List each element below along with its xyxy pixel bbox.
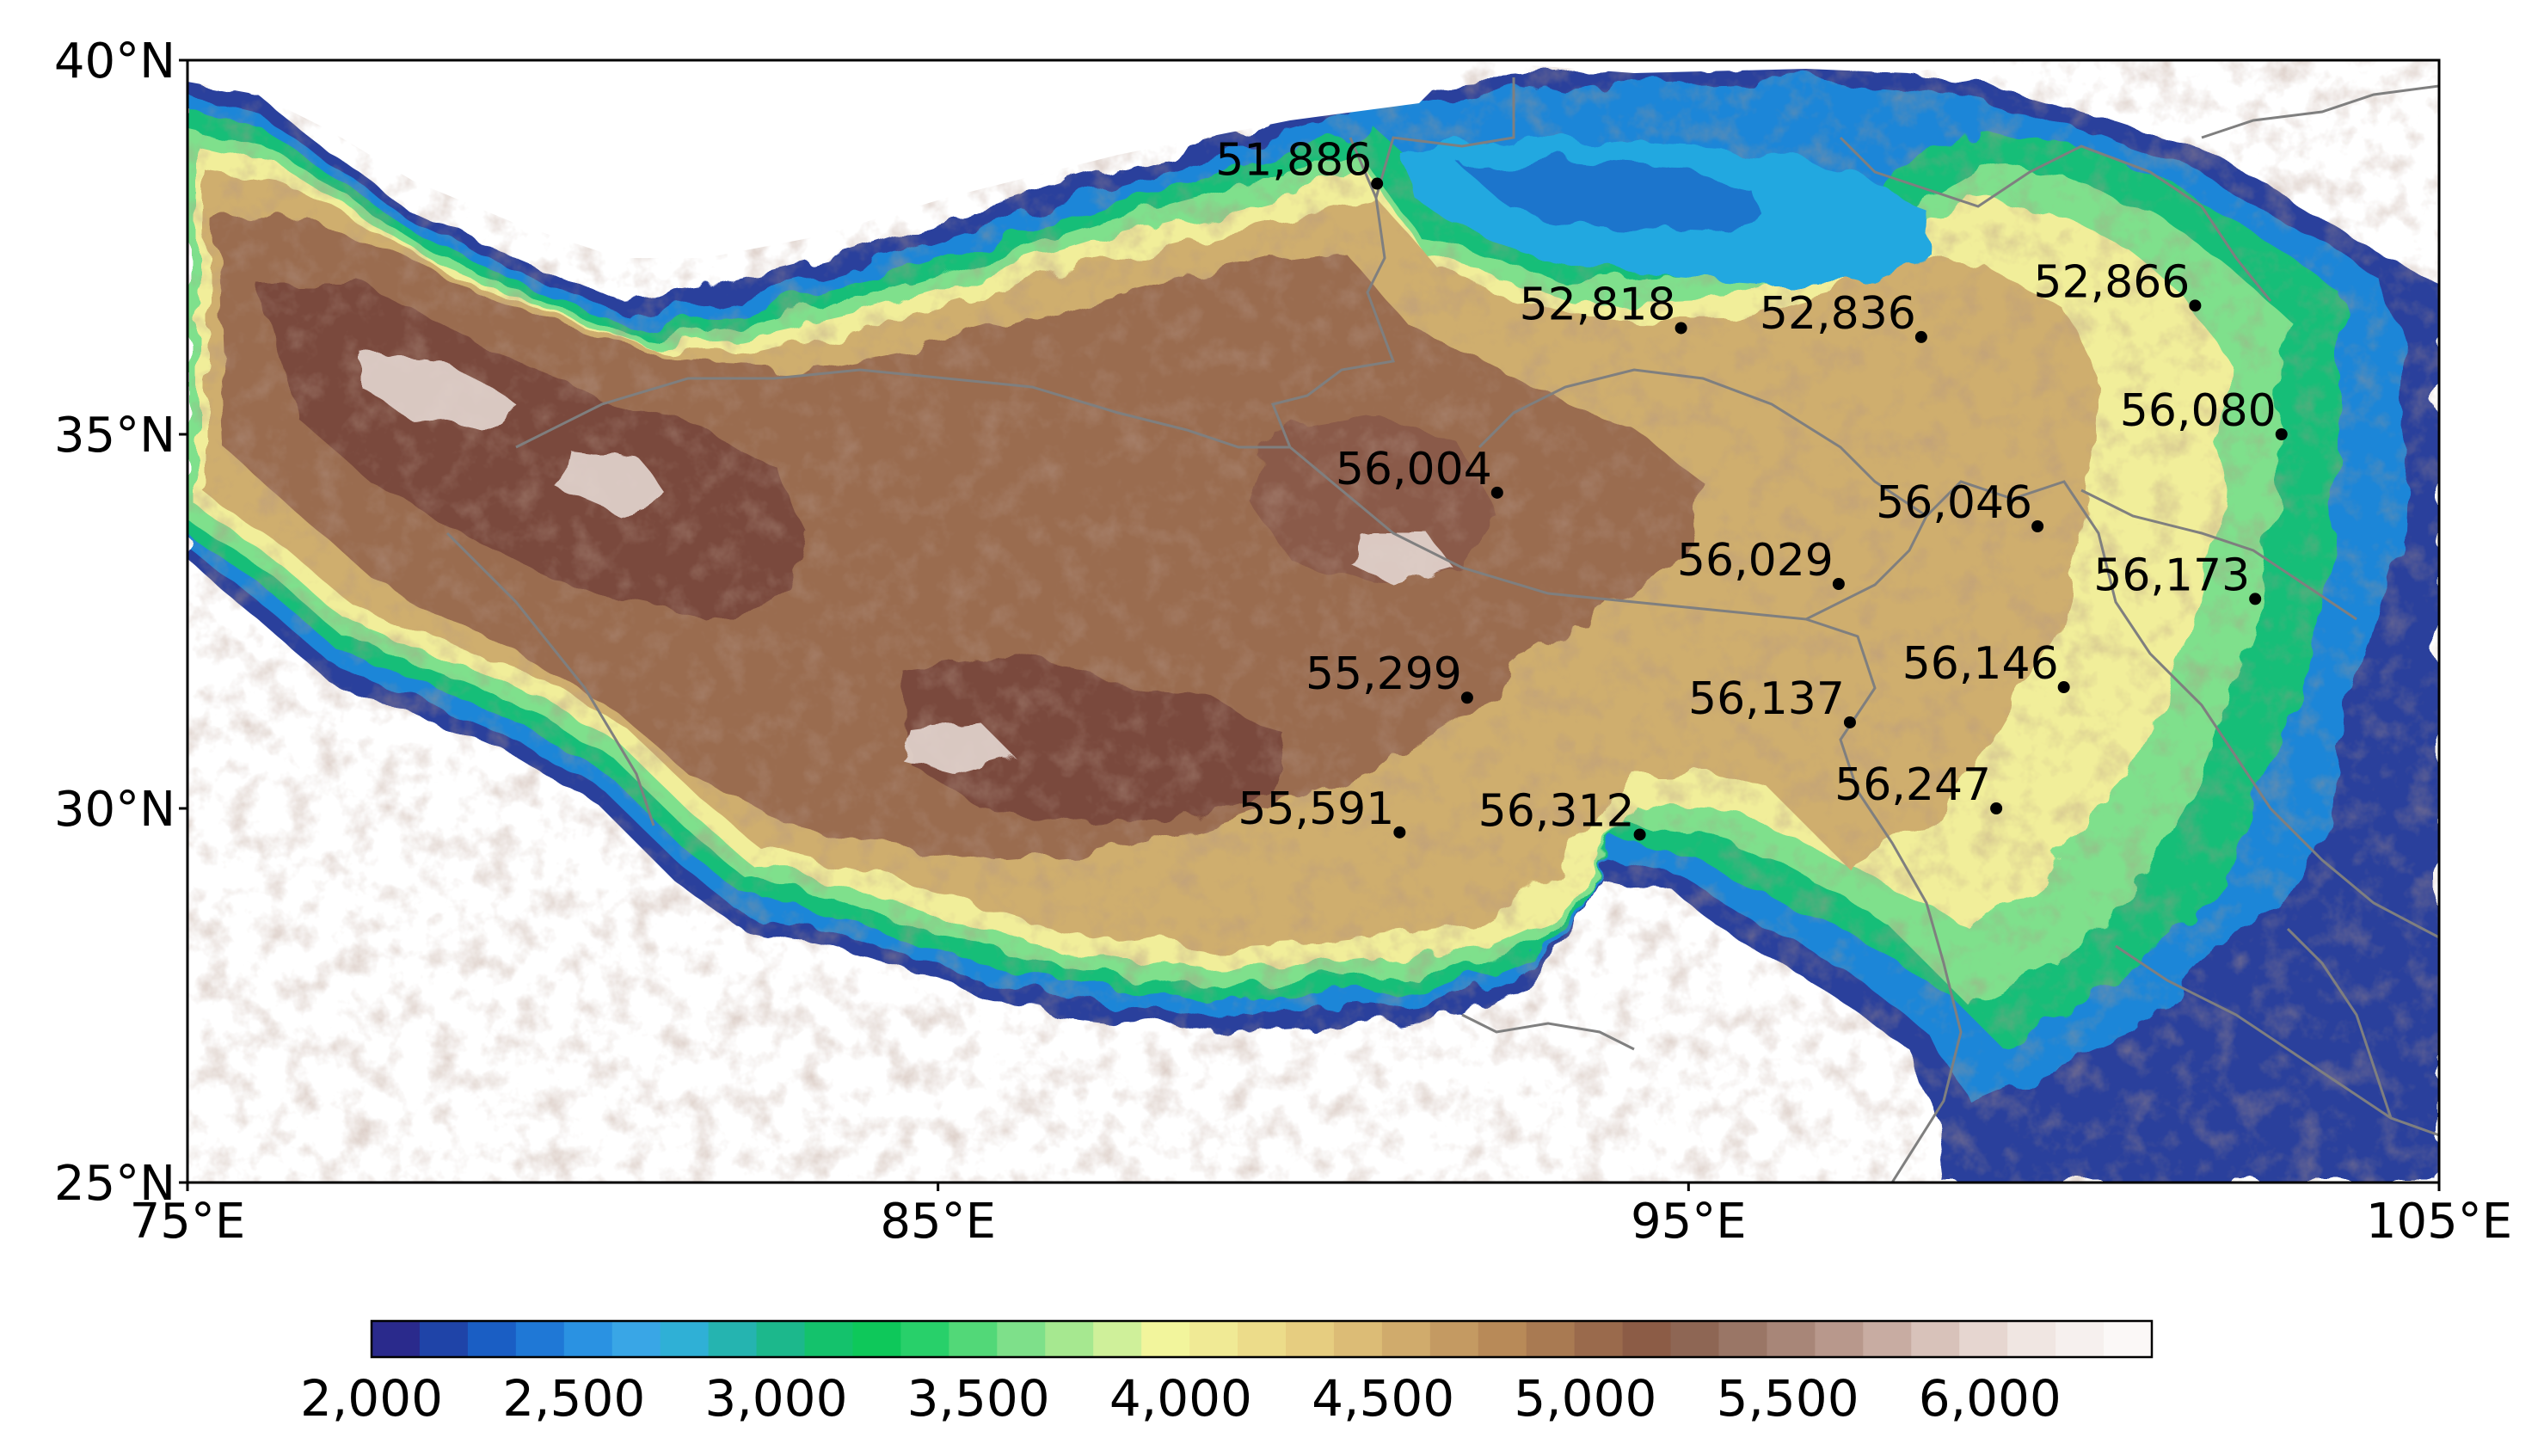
colorbar-segment <box>372 1321 421 1357</box>
qaidam-basin-core <box>1462 159 1763 232</box>
colorbar-tick-label: 4,000 <box>1109 1369 1252 1428</box>
colorbar-segment <box>1815 1321 1864 1357</box>
map-frame <box>186 58 2441 1184</box>
colorbar-tick-label: 2,000 <box>300 1369 443 1428</box>
x-tick-label: 105°E <box>2366 1194 2512 1250</box>
colorbar-segment <box>900 1321 949 1357</box>
station-label: 56,004 <box>1336 444 1492 495</box>
colorbar-tick-label: 3,500 <box>907 1369 1050 1428</box>
colorbar-tick-label: 4,500 <box>1312 1369 1454 1428</box>
station-label: 56,247 <box>1834 759 1991 811</box>
station-label: 52,866 <box>2033 256 2190 308</box>
colorbar-segment <box>1767 1321 1816 1357</box>
station-label: 56,046 <box>1876 477 2032 529</box>
station-label: 56,080 <box>2120 385 2277 437</box>
colorbar-segment <box>949 1321 998 1357</box>
colorbar-tick-label: 2,500 <box>502 1369 645 1428</box>
station-label: 55,299 <box>1306 648 1462 700</box>
station-dot <box>2057 681 2070 694</box>
station-label: 56,137 <box>1688 673 1845 725</box>
y-axis-ticks: 40°N 35°N 30°N 25°N <box>54 34 187 1212</box>
y-tick-label: 40°N <box>54 34 175 89</box>
colorbar-segment <box>1478 1321 1527 1357</box>
admin-boundaries <box>446 77 2439 1183</box>
colorbar-segment <box>997 1321 1046 1357</box>
colorbar-segment <box>1189 1321 1238 1357</box>
colorbar-segment <box>1670 1321 1720 1357</box>
station-dot <box>1371 177 1384 190</box>
colorbar-segment <box>660 1321 710 1357</box>
station-label: 56,312 <box>1478 785 1635 837</box>
station-dot <box>2249 593 2262 605</box>
colorbar-frame <box>370 1319 2154 1359</box>
station-dot <box>1832 578 1845 590</box>
colorbar-segment <box>1622 1321 1672 1357</box>
colorbar-segment <box>563 1321 613 1357</box>
station-label: 52,818 <box>1520 279 1676 330</box>
tarim-lowland <box>187 60 1462 258</box>
colorbar-segment <box>1045 1321 1094 1357</box>
colorbar-segment <box>1911 1321 1960 1357</box>
elevation-colorbar: 2,000 2,500 3,000 3,500 4,000 4,500 5,000 5,500… <box>300 1319 2154 1428</box>
colorbar-segment <box>1574 1321 1624 1357</box>
colorbar-segment <box>2007 1321 2056 1357</box>
station-label: 56,146 <box>1902 638 2059 690</box>
colorbar-segment <box>2104 1321 2153 1357</box>
colorbar-segment <box>804 1321 854 1357</box>
colorbar-segment <box>1718 1321 1768 1357</box>
station-dot <box>1990 802 2003 814</box>
station-label: 56,029 <box>1677 535 1834 587</box>
colorbar-segment <box>1238 1321 1287 1357</box>
snow-peaks-west <box>361 353 1453 774</box>
colorbar-segment <box>852 1321 902 1357</box>
colorbar-segment <box>756 1321 806 1357</box>
x-axis-ticks: 75°E 85°E 95°E 105°E <box>130 1183 2512 1250</box>
station-dot <box>1490 486 1503 499</box>
station-label: 55,591 <box>1238 783 1394 835</box>
colorbar-tick-label: 6,000 <box>1919 1369 2062 1428</box>
station-dot <box>2189 299 2202 312</box>
station-label: 56,173 <box>2093 550 2250 601</box>
colorbar-segment <box>2055 1321 2105 1357</box>
station-dot <box>1914 330 1927 343</box>
station-dot <box>2031 520 2044 533</box>
colorbar-tick-label: 3,000 <box>704 1369 847 1428</box>
colorbar-segment <box>1141 1321 1190 1357</box>
colorbar-segment <box>515 1321 565 1357</box>
colorbar-segment <box>1381 1321 1431 1357</box>
colorbar-segment <box>708 1321 758 1357</box>
elevation-terrain <box>187 60 2439 1183</box>
x-tick-label: 85°E <box>880 1194 996 1250</box>
station-dot <box>1460 691 1473 704</box>
colorbar-tick-label: 5,000 <box>1514 1369 1656 1428</box>
colorbar-segment <box>1863 1321 1912 1357</box>
colorbar-segment <box>1285 1321 1335 1357</box>
colorbar-tick-label: 5,500 <box>1717 1369 1859 1428</box>
station-dot <box>1843 716 1856 728</box>
station-dot <box>1633 828 1646 841</box>
station-dot <box>1393 826 1406 839</box>
y-tick-label: 35°N <box>54 408 175 464</box>
x-tick-label: 75°E <box>130 1194 246 1250</box>
colorbar-segment <box>467 1321 517 1357</box>
station-dot <box>1674 322 1687 335</box>
station-label: 52,836 <box>1760 288 1916 340</box>
colorbar-segment <box>419 1321 469 1357</box>
station-dot <box>2275 428 2288 440</box>
station-label: 51,886 <box>1215 135 1372 187</box>
colorbar-segment <box>1526 1321 1576 1357</box>
tarim-lowland-east <box>1462 60 1978 73</box>
y-tick-label: 30°N <box>54 782 175 838</box>
colorbar-segment <box>1093 1321 1142 1357</box>
station-markers: 51,886 52,818 52,836 52,866 56,080 56,004 56,0… <box>1215 135 2288 841</box>
y-tick-label: 25°N <box>54 1156 175 1212</box>
x-tick-label: 95°E <box>1631 1194 1747 1250</box>
colorbar-segment <box>611 1321 661 1357</box>
colorbar-segment <box>1959 1321 2008 1357</box>
colorbar-segment <box>1429 1321 1479 1357</box>
colorbar-segment <box>1333 1321 1383 1357</box>
